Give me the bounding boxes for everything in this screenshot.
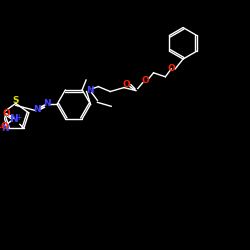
- Text: O: O: [122, 80, 130, 89]
- Text: N: N: [1, 124, 8, 133]
- Text: N: N: [44, 99, 51, 108]
- Text: N: N: [86, 86, 93, 95]
- Text: N: N: [34, 105, 41, 114]
- Text: O: O: [142, 76, 150, 85]
- Text: O: O: [2, 109, 10, 118]
- Text: O: O: [167, 64, 175, 74]
- Text: O: O: [0, 122, 8, 131]
- Text: N: N: [10, 114, 18, 124]
- Text: +: +: [15, 113, 21, 122]
- Text: S: S: [12, 96, 19, 105]
- Text: -: -: [0, 123, 2, 132]
